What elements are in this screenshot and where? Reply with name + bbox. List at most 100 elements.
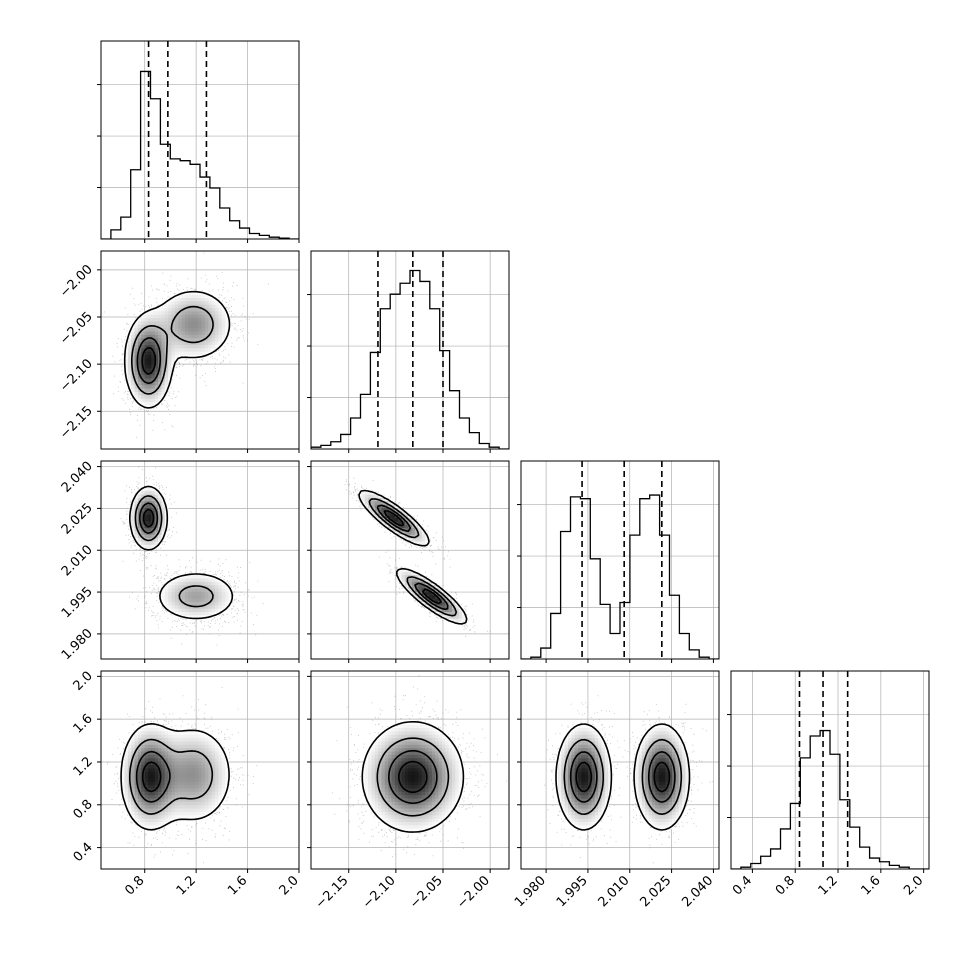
density-cell [168, 344, 173, 349]
density-cell [564, 808, 569, 813]
density-cell [404, 785, 409, 790]
density-cell [171, 297, 176, 302]
density-cell [171, 351, 176, 356]
x-tick-label: 2.040 [679, 873, 716, 910]
density-cell [168, 751, 173, 756]
density-cell [455, 791, 460, 796]
density-cell [218, 588, 223, 593]
density-cell [682, 764, 687, 769]
density-cell [658, 764, 663, 769]
density-cell [161, 768, 166, 773]
density-cell [141, 368, 146, 373]
density-cell [158, 728, 163, 733]
density-cell [171, 348, 176, 353]
density-cell [455, 778, 460, 783]
density-cell [425, 811, 430, 816]
density-cell [147, 748, 152, 753]
density-cell [608, 775, 613, 779]
density-cell [201, 311, 206, 316]
density-cell [164, 328, 169, 333]
density-cell [137, 741, 142, 746]
density-cell [408, 528, 413, 533]
contour-line [563, 738, 683, 815]
density-cell [391, 524, 396, 529]
density-cell [578, 808, 583, 813]
density-cell [131, 511, 136, 516]
density-cell [578, 825, 583, 830]
density-cell [178, 798, 183, 803]
density-cell [124, 801, 129, 806]
density-cell [425, 785, 430, 790]
density-cell [665, 805, 670, 810]
density-cell [678, 798, 683, 803]
density-cell [441, 744, 446, 749]
density-cell [191, 741, 196, 746]
density-cell [672, 751, 676, 756]
density-cell [584, 785, 589, 790]
density-cell [154, 748, 159, 753]
density-cell [181, 748, 186, 753]
density-cell [672, 731, 676, 736]
density-cell [594, 791, 599, 796]
density-cell [141, 744, 146, 749]
density-cell [137, 318, 142, 323]
density-cell [398, 571, 403, 576]
density-cell [201, 771, 206, 776]
density-cell [154, 754, 159, 759]
density-cell [668, 764, 673, 769]
density-cell [672, 738, 676, 743]
density-cell [188, 591, 193, 596]
density-cell [445, 791, 450, 796]
density-cell [448, 801, 453, 806]
density-cell [221, 318, 226, 323]
density-cell [218, 581, 223, 586]
density-cell [421, 781, 426, 786]
density-cell [431, 815, 436, 820]
density-cell [215, 595, 220, 600]
density-cell [174, 764, 179, 769]
density-cell [665, 771, 670, 776]
density-cell [208, 344, 213, 349]
density-cell [371, 778, 376, 783]
density-cell [147, 514, 152, 519]
density-cell [658, 741, 663, 746]
density-cell [208, 294, 213, 299]
density-cell [161, 378, 166, 383]
density-cell [205, 798, 209, 803]
density-cell [178, 781, 183, 786]
density-cell [144, 801, 149, 806]
density-cell [658, 744, 663, 749]
density-cell [425, 748, 430, 753]
density-cell [608, 778, 613, 783]
density-cell [425, 788, 430, 793]
density-cell [411, 778, 416, 783]
density-cell [404, 528, 409, 533]
density-cell [364, 758, 369, 763]
density-cell [191, 791, 196, 796]
density-cell [435, 808, 440, 813]
density-cell [438, 791, 443, 796]
density-cell [154, 355, 159, 359]
density-cell [675, 808, 680, 813]
density-cell [665, 825, 670, 830]
density-cell [208, 321, 213, 326]
density-cell [584, 818, 589, 823]
density-cell [198, 318, 203, 323]
density-cell [181, 351, 186, 356]
density-cell [161, 761, 166, 766]
density-cell [578, 805, 583, 810]
density-cell [374, 738, 379, 743]
density-cell [164, 318, 169, 323]
density-cell [431, 758, 436, 763]
density-cell [394, 781, 399, 786]
density-cell [174, 301, 179, 306]
density-cell [188, 308, 193, 313]
density-cell [672, 758, 676, 763]
density-cell [564, 744, 569, 749]
density-cell [567, 738, 572, 743]
density-cell [151, 507, 156, 512]
density-cell [431, 744, 436, 749]
density-cell [188, 294, 193, 299]
density-cell [411, 825, 416, 830]
density-cell [171, 328, 176, 333]
